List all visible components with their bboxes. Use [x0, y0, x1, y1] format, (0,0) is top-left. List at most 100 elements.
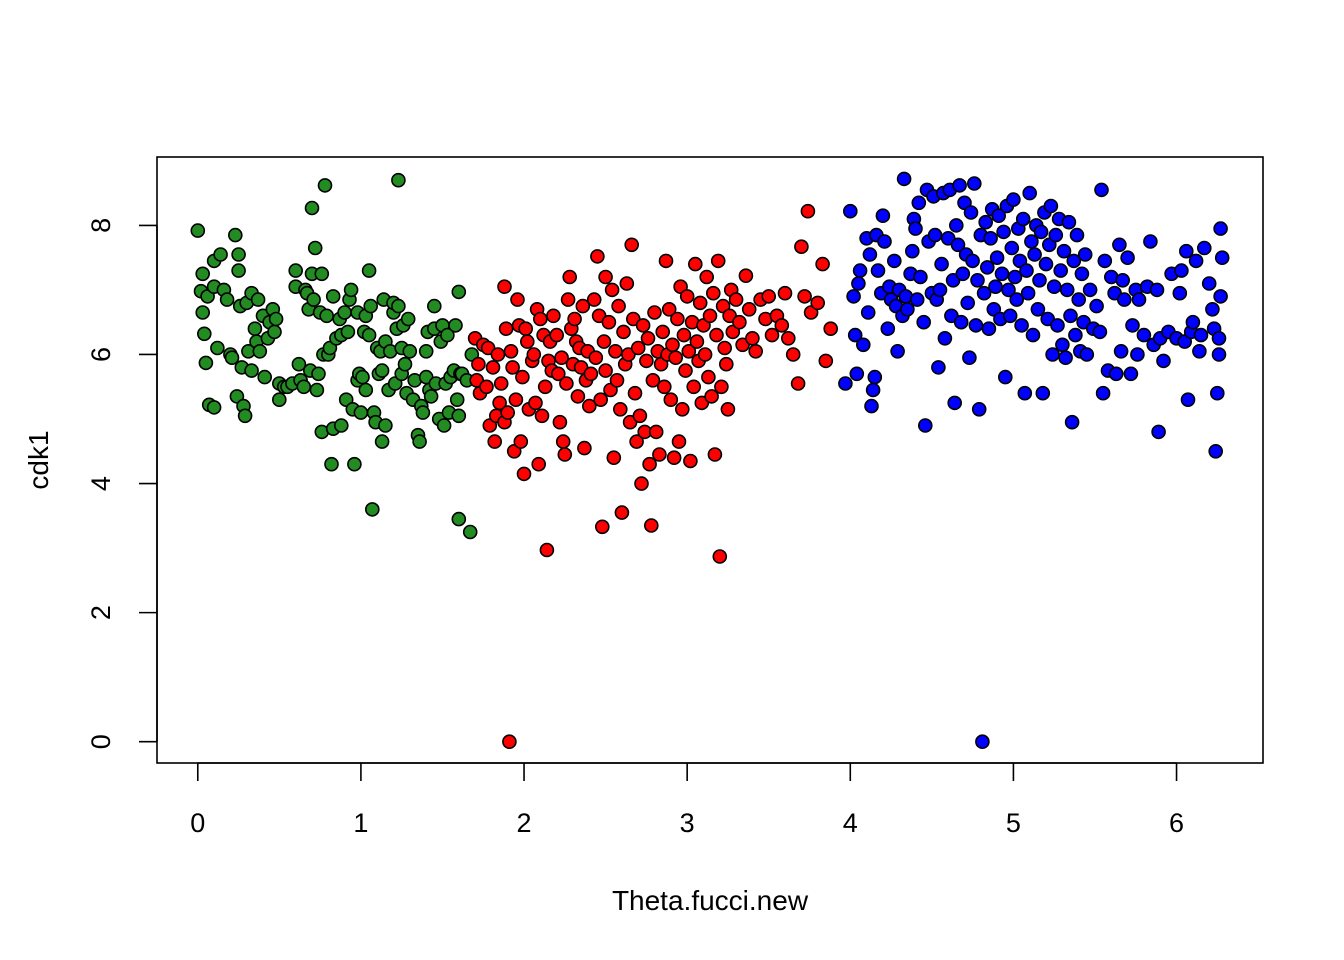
- data-point: [917, 418, 933, 433]
- data-point: [1068, 327, 1083, 343]
- data-point: [692, 295, 708, 311]
- data-point: [347, 456, 362, 472]
- data-point: [991, 208, 1007, 223]
- data-point: [738, 268, 754, 284]
- data-point: [550, 366, 566, 382]
- data-point: [611, 298, 626, 314]
- data-point: [877, 234, 892, 249]
- data-point: [678, 363, 693, 378]
- data-point: [552, 414, 568, 430]
- data-point: [965, 253, 980, 269]
- data-point: [709, 327, 724, 343]
- data-point: [1055, 337, 1070, 353]
- data-point: [978, 214, 994, 230]
- data-point: [374, 434, 390, 449]
- data-point: [838, 376, 853, 391]
- x-tick-label: 2: [517, 808, 532, 838]
- data-point: [701, 369, 716, 385]
- data-point: [557, 447, 573, 462]
- data-point: [534, 408, 550, 424]
- data-point: [423, 389, 439, 404]
- data-point: [485, 360, 501, 375]
- data-point: [849, 366, 865, 382]
- data-point: [594, 519, 610, 535]
- data-point: [314, 266, 330, 282]
- data-point: [363, 298, 379, 314]
- data-point: [705, 285, 721, 301]
- data-point: [575, 298, 591, 314]
- data-point: [451, 284, 467, 300]
- data-point: [505, 360, 520, 375]
- data-point: [252, 343, 268, 359]
- data-point: [378, 418, 393, 433]
- data-point: [896, 171, 912, 187]
- data-point: [609, 372, 625, 388]
- data-point: [790, 376, 806, 391]
- data-point: [931, 360, 946, 375]
- data-point: [1019, 263, 1034, 278]
- data-point: [932, 282, 948, 298]
- data-point: [864, 398, 879, 414]
- data-point: [1004, 240, 1020, 256]
- data-point: [947, 395, 963, 411]
- data-point: [1025, 327, 1041, 343]
- data-point: [630, 340, 646, 356]
- data-point: [699, 269, 715, 285]
- y-tick-label: 0: [86, 734, 116, 749]
- data-point: [1213, 289, 1228, 304]
- data-point: [490, 347, 506, 362]
- x-axis: 0 1 2 3 4 5 6: [190, 762, 1184, 838]
- data-point: [1092, 324, 1108, 340]
- data-point: [562, 269, 578, 285]
- data-point: [590, 249, 605, 264]
- data-point: [526, 347, 542, 362]
- data-point: [391, 172, 406, 188]
- data-point: [1205, 301, 1220, 317]
- data-point: [916, 314, 932, 330]
- data-point: [890, 343, 905, 359]
- data-point: [487, 434, 503, 449]
- data-point: [968, 318, 984, 333]
- data-point: [794, 239, 809, 254]
- data-point: [952, 178, 967, 193]
- data-point: [586, 292, 602, 307]
- data-point: [1066, 253, 1082, 269]
- data-point: [1120, 250, 1135, 266]
- data-point: [448, 318, 463, 333]
- data-point: [643, 518, 659, 533]
- data-point: [818, 353, 834, 369]
- data-point: [1094, 182, 1109, 198]
- data-point: [1125, 318, 1140, 333]
- data-point: [870, 263, 886, 278]
- data-point: [741, 301, 757, 317]
- data-point: [518, 321, 534, 337]
- data-point: [865, 382, 881, 398]
- data-point: [612, 401, 628, 417]
- data-point: [210, 340, 225, 356]
- data-point: [1033, 224, 1049, 240]
- data-point: [195, 266, 210, 282]
- data-point: [1009, 292, 1025, 307]
- data-point: [1082, 282, 1098, 298]
- data-point: [689, 334, 705, 349]
- data-point: [1061, 214, 1077, 230]
- data-point: [665, 337, 680, 353]
- data-point: [666, 450, 682, 466]
- data-point: [237, 408, 253, 424]
- data-point: [1172, 285, 1188, 301]
- data-point: [231, 263, 246, 278]
- y-tick-label: 8: [86, 218, 116, 233]
- data-point: [745, 330, 760, 346]
- data-point: [955, 266, 971, 282]
- data-point: [510, 292, 525, 307]
- data-point: [598, 269, 613, 285]
- data-point: [291, 356, 307, 372]
- data-point: [271, 392, 287, 408]
- data-point: [1097, 253, 1113, 269]
- data-point: [532, 311, 548, 327]
- data-point: [624, 237, 640, 253]
- data-point: [588, 350, 604, 366]
- data-point: [663, 392, 679, 408]
- data-point: [1211, 347, 1227, 362]
